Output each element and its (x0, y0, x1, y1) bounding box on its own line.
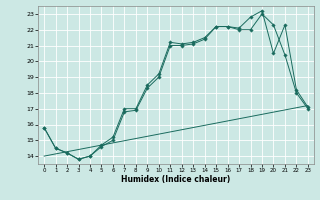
X-axis label: Humidex (Indice chaleur): Humidex (Indice chaleur) (121, 175, 231, 184)
